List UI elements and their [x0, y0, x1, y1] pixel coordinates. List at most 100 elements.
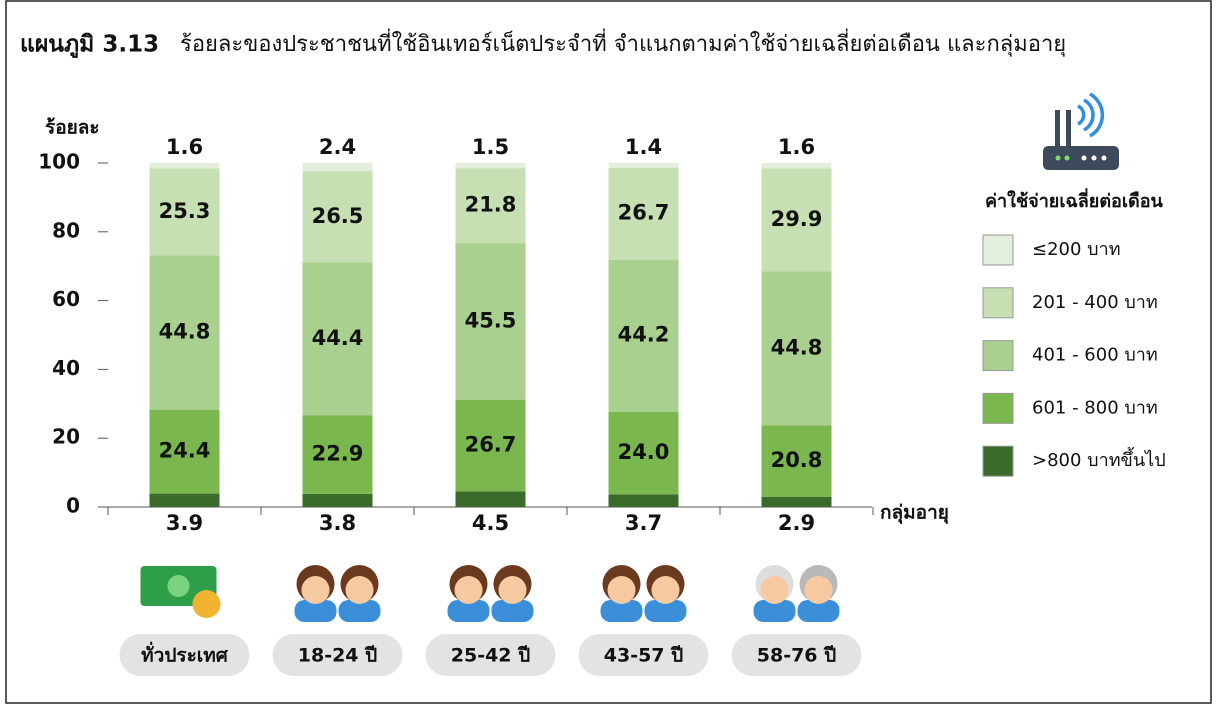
category-pill [272, 634, 403, 676]
data-label: 26.7 [618, 201, 670, 225]
y-tick-label: 0 [66, 494, 80, 518]
icon-part [753, 600, 796, 622]
legend-swatch [982, 340, 1014, 372]
bar-segment [302, 163, 373, 172]
x-axis-label: กลุ่มอายุ [880, 502, 949, 525]
legend-swatch [982, 392, 1014, 424]
bar-segment [608, 494, 679, 507]
legend-swatch [982, 234, 1014, 266]
y-tick-label: 40 [52, 356, 80, 380]
data-label: 44.4 [312, 326, 364, 350]
data-label: 45.5 [465, 308, 517, 332]
x-tick-label: 43-57 ปี [604, 645, 683, 667]
data-label: 3.9 [166, 511, 203, 535]
bar-segment [761, 497, 832, 507]
data-label: 24.4 [159, 439, 211, 463]
bar-segment [608, 163, 679, 168]
bar-segment [149, 163, 220, 169]
icon-part [345, 576, 374, 604]
bar-segment [302, 262, 373, 416]
data-label: 29.9 [771, 207, 823, 231]
bar-segment [149, 255, 220, 410]
x-tick-label: 18-24 ปี [298, 645, 377, 667]
legend-swatch [982, 445, 1014, 477]
x-tick-label: 25-42 ปี [451, 645, 530, 667]
icon-part [192, 590, 221, 618]
legend-label: 601 - 800 บาท [1032, 397, 1158, 418]
data-label: 1.6 [166, 135, 203, 159]
icon-part [454, 576, 483, 604]
data-label: 1.6 [778, 135, 815, 159]
data-label: 3.8 [319, 511, 356, 535]
x-tick-label: ทั่วประเทศ [141, 642, 229, 667]
legend-label: 401 - 600 บาท [1032, 345, 1158, 366]
data-label: 20.8 [771, 448, 823, 472]
category-pill [731, 634, 862, 676]
bar-segment [302, 415, 373, 494]
bar-segment [761, 168, 832, 272]
data-label: 2.9 [778, 511, 815, 535]
icon-part [760, 576, 789, 604]
icon-part [167, 575, 190, 597]
chart-title: ร้อยละของประชาชนที่ใช้อินเทอร์เน็ตประจำท… [180, 28, 1066, 57]
data-label: 26.5 [312, 204, 364, 228]
icon-part [301, 576, 330, 604]
bar-segment [149, 168, 220, 256]
legend-title: ค่าใช้จ่ายเฉลี่ยต่อเดือน [985, 188, 1163, 212]
figure-label: แผนภูมิ 3.13 [20, 32, 159, 59]
data-label: 22.9 [312, 442, 364, 466]
category-icon [140, 566, 221, 618]
icon-part [491, 600, 534, 622]
data-label: 21.8 [465, 193, 517, 217]
bar-segment [761, 425, 832, 498]
router-icon [1043, 92, 1119, 170]
bar-segment [608, 259, 679, 412]
data-label: 26.7 [465, 433, 517, 457]
icon-part [804, 576, 833, 604]
data-label: 24.0 [618, 440, 670, 464]
bar-segment [455, 243, 526, 400]
category-icon [600, 565, 687, 622]
bar-segment [761, 163, 832, 169]
category-pill [119, 634, 250, 676]
data-label: 44.8 [159, 320, 211, 344]
icon-part [338, 600, 381, 622]
bar-segment [455, 399, 526, 492]
bar-segment [455, 163, 526, 169]
legend-label: >800 บาทขึ้นไป [1032, 447, 1166, 471]
icon-part [294, 600, 337, 622]
bar-segment [149, 409, 220, 494]
icon-part [498, 576, 527, 604]
bar-segment [608, 167, 679, 260]
category-icon [447, 565, 534, 622]
bar-segment [455, 168, 526, 244]
bar-segment [455, 491, 526, 507]
icon-part [797, 600, 840, 622]
y-tick-label: 100 [38, 150, 80, 174]
category-icon [753, 565, 840, 622]
data-label: 3.7 [625, 511, 662, 535]
bar-segment [302, 493, 373, 507]
y-tick-label: 60 [52, 287, 80, 311]
data-label: 1.5 [472, 135, 509, 159]
category-pill [425, 634, 556, 676]
y-tick-label: 80 [52, 218, 80, 242]
category-icon [294, 565, 381, 622]
x-tick-label: 58-76 ปี [757, 645, 836, 667]
y-tick-label: 20 [52, 425, 80, 449]
y-axis-label: ร้อยละ [45, 117, 100, 139]
data-label: 1.4 [625, 135, 662, 159]
bar-segment [149, 493, 220, 507]
legend-swatch [982, 287, 1014, 319]
icon-part [651, 576, 680, 604]
icon-part [600, 600, 643, 622]
legend-label: 201 - 400 บาท [1032, 292, 1158, 313]
category-pill [578, 634, 709, 676]
icon-part [607, 576, 636, 604]
data-label: 2.4 [319, 135, 356, 159]
data-label: 4.5 [472, 511, 509, 535]
bar-segment [761, 271, 832, 426]
data-label: 44.8 [771, 335, 823, 359]
bar-segment [608, 411, 679, 495]
